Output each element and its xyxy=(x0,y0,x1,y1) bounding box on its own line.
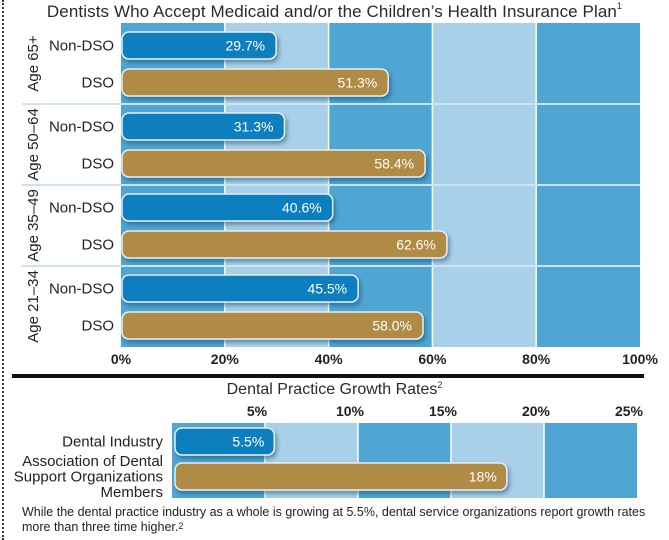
group-label: Age 50–64 xyxy=(25,108,42,181)
bar-growth xyxy=(174,462,508,491)
bar-dso xyxy=(121,230,448,259)
section-divider xyxy=(12,374,644,378)
bar-dso xyxy=(121,68,389,97)
category-label: Members xyxy=(100,484,163,501)
chart-title-text: Dental Practice Growth Rates xyxy=(226,381,438,398)
x-tick-label: 25% xyxy=(615,403,644,419)
x-tick-label: 10% xyxy=(336,403,365,419)
x-tick-label: 100% xyxy=(622,351,658,367)
bar-non-dso xyxy=(121,193,334,222)
bar-dso xyxy=(121,149,426,178)
bar-value-label: 62.6% xyxy=(396,237,436,253)
bar-value-label: 45.5% xyxy=(307,281,347,297)
bar-non-dso xyxy=(121,112,286,141)
category-label: Support Organizations xyxy=(14,469,163,486)
x-tick-label: 15% xyxy=(429,403,458,419)
bar-value-label: 40.6% xyxy=(282,200,322,216)
footnote: While the dental practice industry as a … xyxy=(22,505,652,535)
bar-dso xyxy=(121,311,424,340)
chart-title-growth: Dental Practice Growth Rates2 xyxy=(0,380,669,399)
bar-non-dso xyxy=(121,274,359,303)
category-label: Non-DSO xyxy=(49,38,114,55)
bar-value-label: 29.7% xyxy=(225,38,265,54)
category-label: DSO xyxy=(81,156,114,173)
grid-band xyxy=(544,423,637,498)
category-label: DSO xyxy=(81,237,114,254)
group-label: Age 65+ xyxy=(25,35,42,92)
bar-value-label: 58.0% xyxy=(372,318,412,334)
chart-title-medicaid: Dentists Who Accept Medicaid and/or the … xyxy=(0,1,669,22)
category-label: DSO xyxy=(81,75,114,92)
bar-value-label: 58.4% xyxy=(374,156,414,172)
category-label: Non-DSO xyxy=(49,281,114,298)
x-tick-label: 5% xyxy=(247,403,268,419)
category-label: DSO xyxy=(81,318,114,335)
x-tick-label: 60% xyxy=(418,351,447,367)
title-footnote-marker: 2 xyxy=(437,380,443,390)
bar-value-label: 51.3% xyxy=(338,75,378,91)
category-label: Non-DSO xyxy=(49,200,114,217)
group-label: Age 21–34 xyxy=(25,270,42,343)
bar-value-label: 18% xyxy=(469,469,497,485)
chart-title-text: Dentists Who Accept Medicaid and/or the … xyxy=(46,2,617,21)
footnote-marker: 2 xyxy=(178,521,184,531)
title-footnote-marker: 1 xyxy=(616,1,623,11)
bar-value-label: 5.5% xyxy=(232,434,264,450)
medicaid-acceptance-chart: Age 65+ Non-DSO 29.7% DSO 51.3% Age 50–64 Non-… xyxy=(22,23,658,367)
bar-value-label: 31.3% xyxy=(234,119,274,135)
x-tick-label: 0% xyxy=(111,351,132,367)
category-label: Association of Dental xyxy=(22,453,163,470)
category-label: Dental Industry xyxy=(62,434,163,451)
x-tick-label: 80% xyxy=(522,351,551,367)
page-edge-dotted xyxy=(2,0,4,540)
footnote-text: While the dental practice industry as a … xyxy=(22,505,646,534)
category-label: Non-DSO xyxy=(49,119,114,136)
x-tick-label: 40% xyxy=(315,351,344,367)
x-tick-label: 20% xyxy=(522,403,551,419)
bar-growth xyxy=(174,427,276,456)
group-label: Age 35–49 xyxy=(25,189,42,262)
bar-non-dso xyxy=(121,31,277,60)
x-tick-label: 20% xyxy=(211,351,240,367)
